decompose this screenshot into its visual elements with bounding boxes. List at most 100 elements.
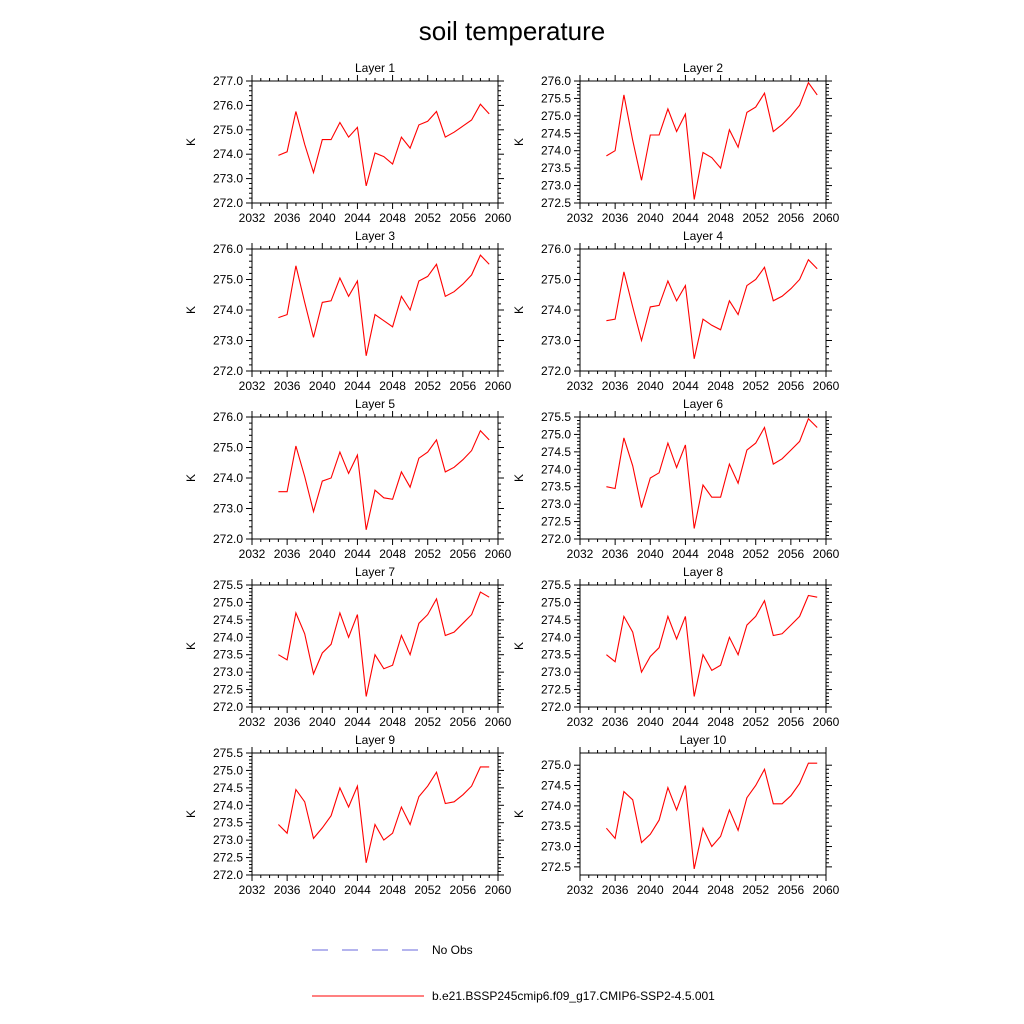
y-tick-label: 275.5 <box>541 578 571 592</box>
x-tick-label: 2056 <box>450 883 477 897</box>
series-line <box>278 591 490 697</box>
x-tick-label: 2040 <box>309 211 336 225</box>
series-line <box>606 417 818 529</box>
panels: Layer 1 K 2032 2036 2040 2044 2048 2052 2056 2060… <box>184 61 840 897</box>
x-tick-label: 2048 <box>707 211 734 225</box>
series-line <box>278 766 490 863</box>
x-tick-label: 2060 <box>813 715 840 729</box>
y-tick-label: 276.0 <box>213 242 243 256</box>
x-tick-label: 2052 <box>742 547 769 561</box>
y-tick-label: 275.0 <box>541 109 571 123</box>
y-tick-label: 275.5 <box>213 746 243 760</box>
x-tick-label: 2052 <box>414 883 441 897</box>
y-tick-label: 273.0 <box>541 179 571 193</box>
x-tick-label: 2032 <box>239 379 266 393</box>
y-axis-label: K <box>512 138 526 146</box>
y-tick-label: 274.5 <box>541 779 571 793</box>
y-tick-label: 273.0 <box>213 665 243 679</box>
y-tick-label: 272.5 <box>541 860 571 874</box>
x-tick-label: 2056 <box>778 211 805 225</box>
y-tick-label: 272.5 <box>541 196 571 210</box>
y-axis-label: K <box>512 306 526 314</box>
x-tick-label: 2036 <box>602 715 629 729</box>
x-tick-label: 2032 <box>239 715 266 729</box>
x-tick-label: 2056 <box>450 715 477 729</box>
x-tick-label: 2036 <box>274 715 301 729</box>
x-tick-label: 2032 <box>567 715 594 729</box>
y-tick-label: 273.5 <box>213 648 243 662</box>
y-tick-label: 275.5 <box>541 91 571 105</box>
y-tick-label: 275.5 <box>213 578 243 592</box>
panel-9: Layer 9 K 2032 2036 2040 2044 2048 2052 2056 2060… <box>184 733 512 897</box>
x-tick-label: 2044 <box>344 211 371 225</box>
y-tick-label: 273.5 <box>541 480 571 494</box>
plot-frame <box>579 752 827 876</box>
x-tick-label: 2040 <box>637 211 664 225</box>
panel-4: Layer 4 K 2032 2036 2040 2044 2048 2052 2056 2060… <box>512 229 840 393</box>
x-tick-label: 2060 <box>813 883 840 897</box>
x-tick-label: 2048 <box>707 883 734 897</box>
x-tick-label: 2056 <box>778 379 805 393</box>
y-tick-label: 274.5 <box>541 126 571 140</box>
y-tick-label: 273.0 <box>213 833 243 847</box>
y-tick-label: 272.0 <box>541 532 571 546</box>
y-tick-label: 273.0 <box>213 334 243 348</box>
panel-8: Layer 8 K 2032 2036 2040 2044 2048 2052 2056 2060… <box>512 565 840 729</box>
x-tick-label: 2060 <box>485 547 512 561</box>
panel-3: Layer 3 K 2032 2036 2040 2044 2048 2052 2056 2060… <box>184 229 512 393</box>
x-tick-label: 2052 <box>742 883 769 897</box>
y-tick-label: 276.0 <box>213 98 243 112</box>
series-line <box>606 594 818 697</box>
y-tick-label: 274.0 <box>541 462 571 476</box>
panel-2: Layer 2 K 2032 2036 2040 2044 2048 2052 2056 2060… <box>512 61 840 225</box>
y-axis-label: K <box>184 306 198 314</box>
y-tick-label: 274.0 <box>541 303 571 317</box>
x-tick-label: 2056 <box>450 379 477 393</box>
plot-frame <box>251 248 499 372</box>
x-tick-label: 2032 <box>567 211 594 225</box>
x-tick-label: 2056 <box>450 211 477 225</box>
x-tick-label: 2060 <box>485 211 512 225</box>
y-tick-label: 272.0 <box>541 364 571 378</box>
x-tick-label: 2040 <box>637 715 664 729</box>
x-tick-label: 2052 <box>414 211 441 225</box>
x-tick-label: 2040 <box>637 883 664 897</box>
y-tick-label: 274.0 <box>541 630 571 644</box>
series-line <box>606 81 818 200</box>
figure-title: soil temperature <box>419 16 605 46</box>
x-tick-label: 2040 <box>637 379 664 393</box>
x-tick-label: 2044 <box>672 715 699 729</box>
panel-title: Layer 9 <box>355 733 395 747</box>
x-tick-label: 2044 <box>672 379 699 393</box>
y-tick-label: 273.5 <box>213 816 243 830</box>
x-tick-label: 2044 <box>672 211 699 225</box>
y-tick-label: 273.0 <box>541 334 571 348</box>
x-tick-label: 2032 <box>567 883 594 897</box>
legend: No Obs b.e21.BSSP245cmip6.f09_g17.CMIP6-S… <box>312 943 715 1003</box>
x-tick-label: 2060 <box>485 715 512 729</box>
x-tick-label: 2044 <box>344 379 371 393</box>
panel-title: Layer 8 <box>683 565 723 579</box>
x-tick-label: 2040 <box>309 715 336 729</box>
y-tick-label: 274.0 <box>213 303 243 317</box>
y-tick-label: 274.0 <box>541 799 571 813</box>
panel-title: Layer 2 <box>683 61 723 75</box>
x-tick-label: 2056 <box>450 547 477 561</box>
legend-label-1: No Obs <box>432 943 473 957</box>
plot-frame <box>579 416 827 540</box>
y-tick-label: 272.0 <box>213 196 243 210</box>
legend-label-2: b.e21.BSSP245cmip6.f09_g17.CMIP6-SSP2-4.… <box>432 989 715 1003</box>
plot-frame <box>251 584 499 708</box>
y-tick-label: 272.5 <box>213 683 243 697</box>
y-tick-label: 272.5 <box>541 683 571 697</box>
x-tick-label: 2052 <box>742 715 769 729</box>
x-tick-label: 2044 <box>344 715 371 729</box>
plot-frame <box>251 80 499 204</box>
y-tick-label: 275.0 <box>213 441 243 455</box>
y-tick-label: 274.0 <box>213 471 243 485</box>
y-tick-label: 274.5 <box>213 781 243 795</box>
x-tick-label: 2036 <box>274 379 301 393</box>
x-tick-label: 2048 <box>379 379 406 393</box>
x-tick-label: 2048 <box>379 211 406 225</box>
